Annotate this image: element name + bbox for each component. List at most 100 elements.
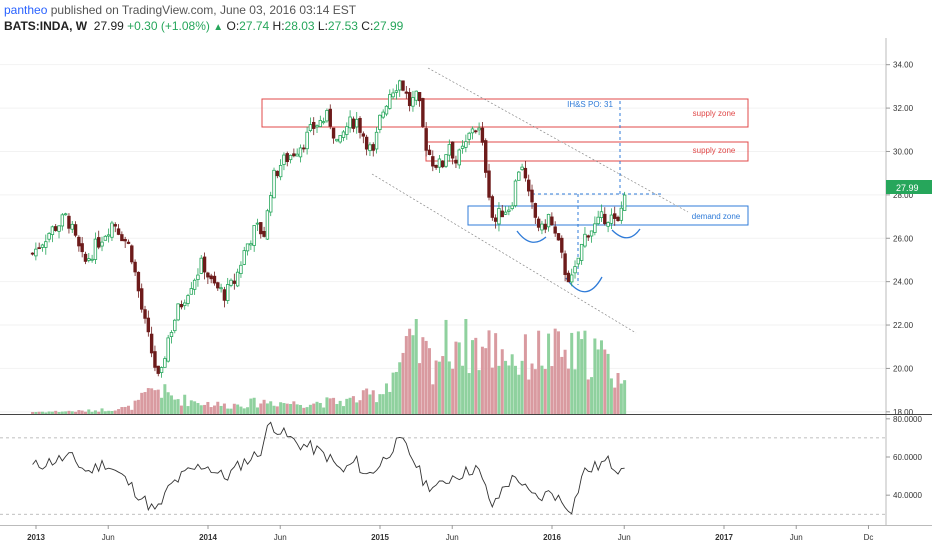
volume-bar bbox=[371, 390, 375, 414]
price-tick-label: 18.00 bbox=[893, 408, 914, 417]
candle-body bbox=[189, 288, 194, 295]
volume-bar bbox=[606, 353, 610, 414]
candle-body bbox=[173, 319, 177, 332]
candle-body bbox=[503, 211, 508, 215]
candle-body bbox=[199, 257, 203, 274]
channel-lower-line[interactable] bbox=[371, 173, 637, 334]
volume-bar bbox=[176, 399, 180, 414]
candle-body bbox=[216, 282, 220, 289]
supply-zone-1-box[interactable] bbox=[261, 98, 749, 128]
volume-bar bbox=[183, 394, 187, 414]
volume-bar bbox=[47, 411, 51, 414]
candle-body bbox=[599, 211, 604, 218]
volume-bar bbox=[160, 397, 164, 414]
volume-bars bbox=[31, 319, 627, 414]
volume-bar bbox=[275, 406, 279, 414]
candle-body bbox=[156, 365, 160, 374]
candle-body bbox=[474, 130, 478, 133]
candle-body bbox=[570, 274, 574, 283]
volume-bar bbox=[292, 401, 296, 414]
price-tick-label: 30.00 bbox=[893, 147, 914, 156]
volume-bar bbox=[189, 400, 193, 414]
volume-bar bbox=[328, 398, 332, 414]
volume-bar bbox=[563, 349, 567, 414]
candle-body bbox=[470, 128, 475, 134]
chart-area[interactable]: supply zone supply zone demand zone IH&S… bbox=[0, 38, 932, 550]
volume-bar bbox=[470, 340, 474, 414]
volume-bar bbox=[31, 412, 35, 414]
author-link[interactable]: pantheo bbox=[4, 3, 48, 17]
volume-bar bbox=[520, 360, 524, 414]
volume-bar bbox=[484, 348, 488, 414]
price-candles[interactable] bbox=[30, 79, 627, 378]
volume-bar bbox=[332, 397, 336, 414]
candle-body bbox=[40, 244, 45, 248]
candle-body bbox=[398, 80, 402, 91]
volume-bar bbox=[166, 392, 170, 414]
volume-bar bbox=[117, 409, 121, 414]
volume-bar bbox=[146, 388, 150, 414]
volume-bar bbox=[103, 411, 107, 414]
volume-bar bbox=[163, 384, 167, 414]
volume-bar bbox=[523, 334, 527, 414]
volume-bar bbox=[107, 410, 111, 414]
volume-bar bbox=[279, 402, 283, 414]
candle-body bbox=[401, 80, 405, 91]
volume-bar bbox=[136, 399, 140, 414]
candle-body bbox=[97, 237, 101, 248]
zones-layer: supply zone supply zone demand zone IH&S… bbox=[261, 67, 749, 334]
volume-bar bbox=[490, 367, 494, 414]
candle-body bbox=[275, 170, 280, 177]
volume-bar bbox=[401, 352, 405, 414]
time-tick-label: 2013 bbox=[27, 533, 45, 542]
volume-bar bbox=[236, 404, 240, 414]
candle-body bbox=[358, 117, 362, 133]
candle-body bbox=[464, 141, 468, 148]
volume-bar bbox=[599, 340, 603, 414]
volume-bar bbox=[566, 368, 570, 414]
volume-bar bbox=[335, 404, 339, 414]
volume-bar bbox=[308, 404, 312, 414]
candle-body bbox=[520, 166, 524, 170]
rsi-line[interactable] bbox=[32, 421, 625, 515]
candle-body bbox=[272, 169, 276, 199]
candle-body bbox=[116, 228, 121, 235]
volume-bar bbox=[67, 410, 71, 414]
volume-bar bbox=[543, 369, 547, 414]
candle-body bbox=[166, 337, 170, 362]
channel-upper-line[interactable] bbox=[427, 67, 689, 213]
candle-body bbox=[378, 114, 382, 131]
price-axis[interactable]: 18.00 20.00 22.00 24.00 26.00 28.00 30.00 32.00… bbox=[885, 38, 914, 525]
volume-bar bbox=[593, 338, 597, 414]
candle-body bbox=[579, 243, 584, 261]
candle-body bbox=[331, 127, 336, 139]
time-axis[interactable]: 2013 Jun 2014 Jun 2015 Jun 2016 Jun 2017 Jun Dc bbox=[0, 525, 932, 542]
price-tick-label: 22.00 bbox=[893, 321, 914, 330]
candle-body bbox=[206, 272, 210, 278]
candle-body bbox=[265, 210, 270, 240]
rsi-pane[interactable]: 40.0000 60.0000 80.0000 bbox=[0, 415, 922, 515]
candle-body bbox=[106, 234, 111, 237]
volume-bar bbox=[355, 402, 359, 414]
volume-bar bbox=[126, 405, 130, 414]
volume-bar bbox=[404, 336, 408, 414]
candle-body bbox=[341, 131, 346, 138]
volume-bar bbox=[444, 319, 448, 414]
candle-body bbox=[103, 235, 108, 241]
rsi-tick-label: 40.0000 bbox=[893, 491, 922, 500]
candle-body bbox=[487, 170, 491, 198]
volume-bar bbox=[447, 361, 451, 414]
candle-body bbox=[136, 271, 141, 292]
candle-body bbox=[414, 90, 418, 101]
candle-body bbox=[292, 153, 296, 157]
volume-bar bbox=[418, 363, 422, 414]
candle-body bbox=[169, 332, 174, 337]
candle-body bbox=[355, 118, 359, 128]
candle-body bbox=[550, 216, 554, 226]
volume-bar bbox=[83, 411, 87, 414]
chart-header: pantheo published on TradingView.com, Ju… bbox=[0, 0, 932, 38]
volume-bar bbox=[434, 360, 438, 414]
candle-body bbox=[226, 284, 230, 301]
price-tick-label: 28.00 bbox=[893, 191, 914, 200]
volume-bar bbox=[226, 408, 230, 414]
